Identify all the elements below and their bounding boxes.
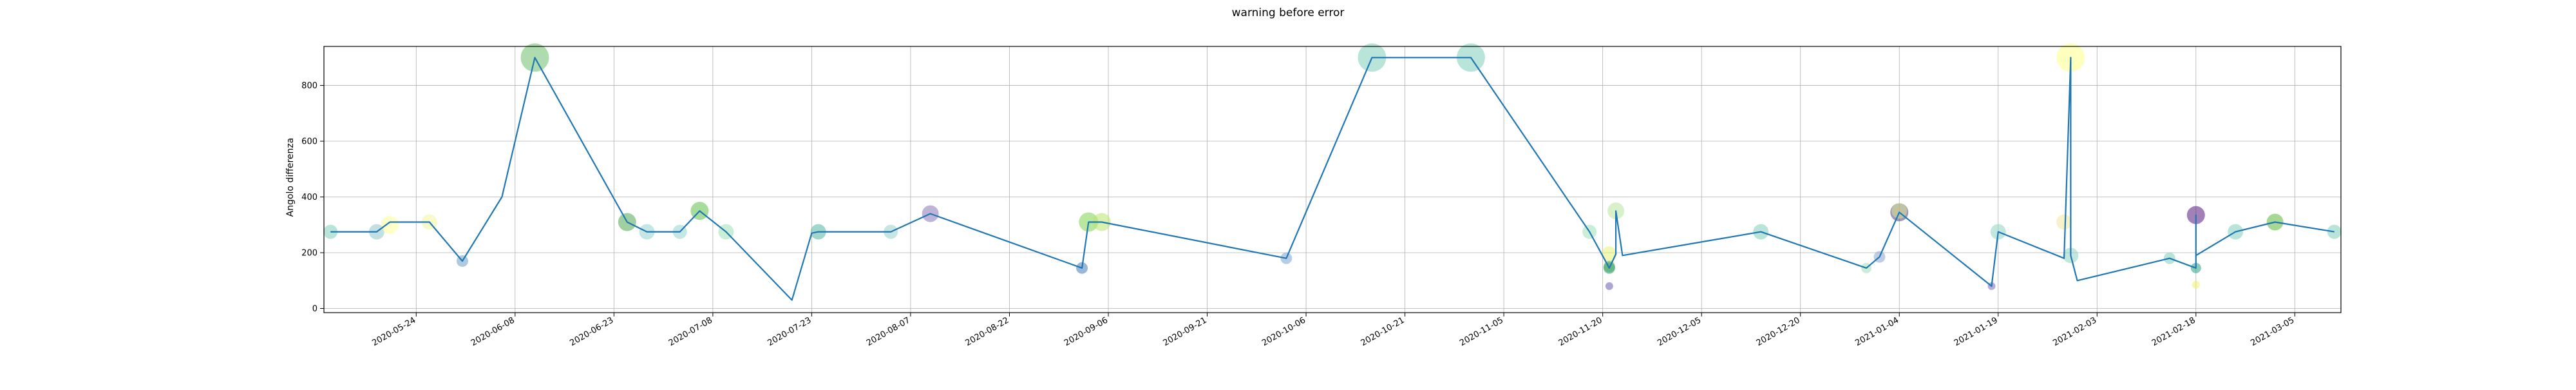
- bubble-layer: [323, 43, 2342, 290]
- line-layer: [330, 57, 2334, 301]
- data-point: [2192, 280, 2200, 289]
- x-tick-label: 2020-08-22: [964, 315, 1011, 348]
- x-tick-label: 2021-01-04: [1853, 315, 1900, 348]
- x-tick-label: 2021-01-19: [1953, 315, 2000, 348]
- y-axis-label: Angolo differenza: [285, 138, 296, 217]
- x-tick-label: 2021-02-18: [2150, 315, 2197, 348]
- x-tick-label: 2020-09-06: [1063, 315, 1110, 348]
- x-tick-label: 2020-11-05: [1458, 315, 1505, 348]
- x-tick-label: 2020-07-23: [766, 315, 813, 348]
- x-tick-label: 2020-09-21: [1162, 315, 1209, 348]
- x-tick-label: 2020-05-24: [370, 315, 417, 348]
- chart-title: warning before error: [1232, 6, 1345, 19]
- series-line: [330, 57, 2334, 301]
- y-tick-label: 200: [301, 249, 317, 258]
- y-tick-label: 400: [301, 193, 317, 202]
- x-tick-label: 2021-03-05: [2249, 315, 2296, 348]
- x-tick-label: 2020-10-21: [1359, 315, 1406, 348]
- x-tick-label: 2020-06-08: [469, 315, 516, 348]
- x-tick-label: 2020-12-05: [1656, 315, 1703, 348]
- x-tick-label: 2020-11-20: [1557, 315, 1604, 348]
- x-tick-label: 2020-06-23: [568, 315, 615, 348]
- y-tick-label: 800: [301, 81, 317, 91]
- plot-frame: [323, 46, 2342, 313]
- data-point: [1605, 282, 1613, 290]
- y-tick-label: 0: [312, 304, 317, 314]
- data-point: [1601, 246, 1617, 262]
- x-tick-label: 2020-08-07: [865, 315, 912, 348]
- grid: [324, 46, 2341, 313]
- y-tick-label: 600: [301, 137, 317, 147]
- x-tick-label: 2020-10-06: [1260, 315, 1307, 348]
- x-tick-label: 2020-12-20: [1755, 315, 1802, 348]
- data-point: [2056, 214, 2072, 230]
- x-tick-label: 2021-02-03: [2051, 315, 2098, 348]
- x-tick-label: 2020-07-08: [667, 315, 714, 348]
- data-point: [381, 215, 399, 234]
